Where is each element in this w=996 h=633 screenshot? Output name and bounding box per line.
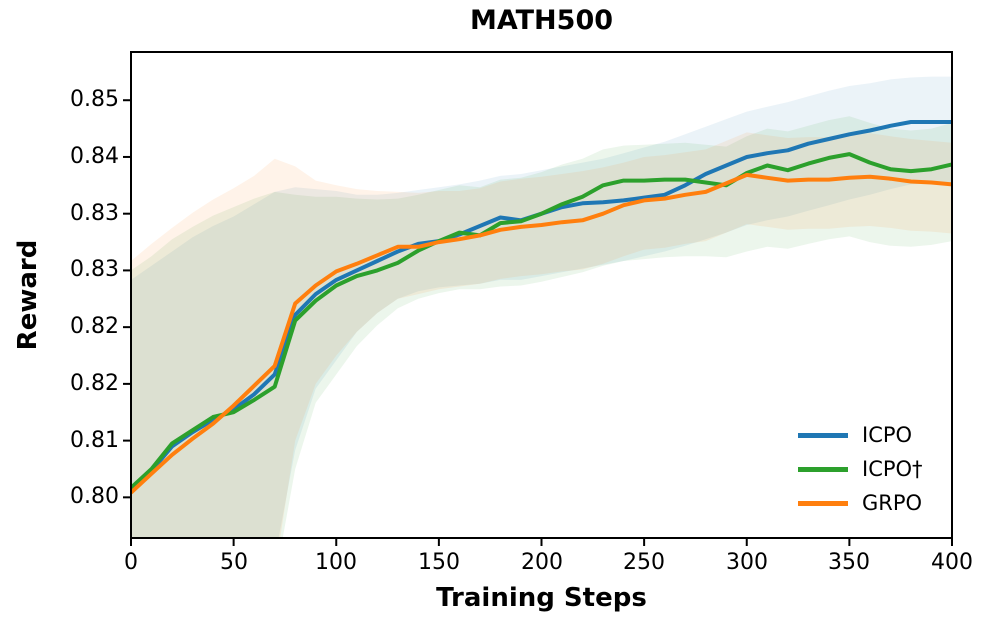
band-grpo bbox=[131, 132, 952, 538]
legend-label: ICPO† bbox=[862, 457, 923, 481]
series-line-icpo bbox=[131, 152, 952, 490]
y-tick-label: 0.81 bbox=[70, 428, 119, 453]
legend: ICPO ICPO† GRPO bbox=[798, 418, 923, 520]
y-tick-label: 0.82 bbox=[70, 314, 119, 339]
x-tick-label: 100 bbox=[315, 550, 357, 575]
legend-label: ICPO bbox=[862, 423, 913, 447]
y-tick-label: 0.80 bbox=[70, 484, 119, 509]
x-tick-label: 0 bbox=[124, 550, 138, 575]
x-axis-label: Training Steps bbox=[436, 583, 647, 613]
x-tick-label: 300 bbox=[726, 550, 768, 575]
legend-line-swatch bbox=[798, 466, 848, 472]
x-tick-label: 350 bbox=[828, 550, 870, 575]
y-tick-label: 0.82 bbox=[70, 371, 119, 396]
x-tick-label: 200 bbox=[521, 550, 563, 575]
y-tick-label: 0.83 bbox=[70, 257, 119, 282]
plot-inner bbox=[131, 76, 952, 538]
legend-entry-icpo: ICPO† bbox=[798, 452, 923, 486]
legend-label: GRPO bbox=[862, 491, 923, 515]
x-tick-label: 250 bbox=[623, 550, 665, 575]
series-line-grpo bbox=[131, 172, 952, 495]
legend-entry-icpo: ICPO bbox=[798, 418, 923, 452]
x-tick-label: 50 bbox=[220, 550, 248, 575]
y-tick-label: 0.83 bbox=[70, 201, 119, 226]
x-tick-label: 150 bbox=[418, 550, 460, 575]
legend-line-swatch bbox=[798, 432, 848, 438]
y-tick-label: 0.85 bbox=[70, 87, 119, 112]
y-tick-label: 0.84 bbox=[70, 144, 119, 169]
x-tick-label: 400 bbox=[931, 550, 973, 575]
legend-entry-grpo: GRPO bbox=[798, 486, 923, 520]
chart-title: MATH500 bbox=[469, 5, 614, 36]
band-icpo bbox=[131, 76, 952, 538]
legend-line-swatch bbox=[798, 500, 848, 506]
band-icpo bbox=[131, 116, 952, 538]
